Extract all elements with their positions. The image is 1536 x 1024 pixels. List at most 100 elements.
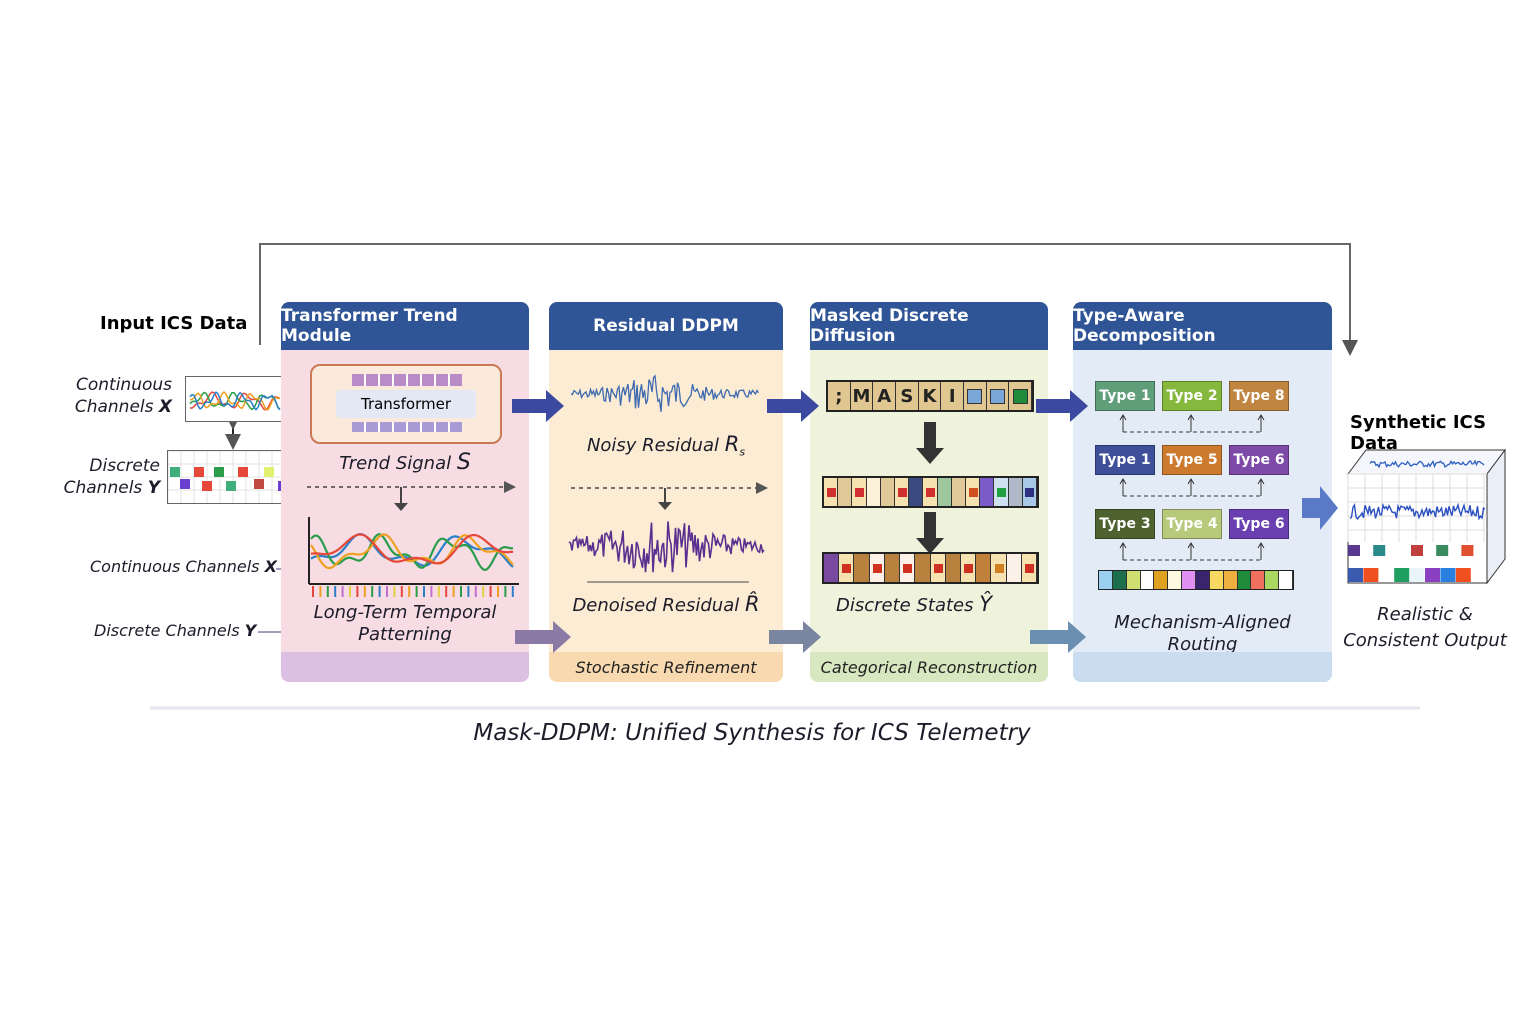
state-cell <box>1398 545 1411 556</box>
state-cell <box>923 478 938 506</box>
waveform <box>1349 502 1486 521</box>
state-cell <box>238 467 248 477</box>
state-cell <box>884 554 901 582</box>
up-arrow <box>1187 542 1195 560</box>
state-cell <box>1440 568 1456 582</box>
routing-caption: Mechanism-Aligned Routing <box>1114 612 1291 655</box>
series-line <box>189 391 281 411</box>
type-box: Type 6 <box>1229 445 1289 475</box>
state-cell <box>951 478 967 506</box>
state-cell <box>1279 571 1294 589</box>
state-cell <box>254 479 264 489</box>
panel-title: Transformer Trend Module <box>281 302 529 350</box>
panel-footer: Stochastic Refinement <box>549 652 783 682</box>
output-caption: Realistic & Consistent Output <box>1343 604 1507 651</box>
noisy-residual-label: Noisy Residual Rs <box>586 432 746 459</box>
state-cell <box>1099 571 1113 589</box>
cube-front <box>1347 473 1488 584</box>
type-box: Type 8 <box>1229 381 1289 411</box>
residual-waves <box>568 374 768 583</box>
state-cell <box>1363 568 1379 582</box>
flow-arrow <box>769 621 821 653</box>
up-arrow <box>1257 478 1265 496</box>
state-cell <box>226 481 236 491</box>
up-arrow <box>1119 542 1127 560</box>
state-cell <box>852 478 867 506</box>
state-cell <box>866 478 881 506</box>
panel-type-aware: Type-Aware Decomposition Type 1 Type 2 Typ… <box>1073 302 1332 682</box>
state-cell <box>1223 571 1238 589</box>
state-cell <box>1237 571 1252 589</box>
state-cell <box>1455 568 1471 582</box>
state-cell <box>1265 571 1280 589</box>
mask-token: A <box>873 382 897 410</box>
state-cell <box>1008 478 1023 506</box>
panel-masked-discrete: Masked Discrete Diffusion ; M A S K I Discret… <box>810 302 1048 682</box>
feedback-line <box>259 243 1358 356</box>
state-cell <box>824 554 840 582</box>
panel-footer <box>281 652 529 682</box>
discrete-states-label: Discrete States Ŷ <box>836 592 993 616</box>
up-arrow <box>1257 414 1265 432</box>
mask-token: I <box>941 382 965 410</box>
discrete-state-strip <box>822 552 1039 584</box>
state-cell <box>895 478 910 506</box>
state-cell <box>1436 545 1449 556</box>
output-title: Synthetic ICS Data <box>1350 412 1487 454</box>
state-cell <box>1394 568 1410 582</box>
type-connectors <box>1119 414 1265 561</box>
state-cell <box>1360 545 1373 556</box>
state-cell <box>824 478 839 506</box>
figure-caption: Mask-DDPM: Unified Synthesis for ICS Tel… <box>473 720 1031 746</box>
partial-state-strip <box>822 476 1039 508</box>
series-line <box>310 533 514 570</box>
state-cell <box>1140 571 1155 589</box>
flow-arrow <box>767 390 819 422</box>
state-cell <box>1411 545 1423 556</box>
state-cell <box>1423 545 1436 556</box>
series-line <box>189 391 281 411</box>
waveform <box>1369 459 1485 469</box>
state-cell <box>900 554 916 582</box>
panel-title: Residual DDPM <box>549 302 783 350</box>
state-cell <box>915 554 931 582</box>
up-arrow <box>1119 414 1127 432</box>
up-arrow <box>1119 478 1127 496</box>
series-line <box>310 533 514 565</box>
up-arrow <box>1187 478 1195 496</box>
mask-token: ; <box>828 382 851 410</box>
state-cell <box>854 554 870 582</box>
state-cell <box>980 478 995 506</box>
state-cell <box>930 554 946 582</box>
state-cell <box>839 554 855 582</box>
mask-token: K <box>918 382 942 410</box>
flow-arrow <box>1036 390 1088 422</box>
flow-arrow <box>512 390 564 422</box>
trend-chart <box>307 481 519 597</box>
panel-title: Type-Aware Decomposition <box>1073 302 1332 350</box>
state-cell <box>1471 568 1487 582</box>
state-cell <box>1021 554 1038 582</box>
state-cell <box>960 554 977 582</box>
waveform <box>568 521 765 573</box>
state-cell <box>1409 568 1425 582</box>
mask-token: S <box>896 382 919 410</box>
flow-arrow <box>1030 621 1086 653</box>
transformer-label: Transformer <box>336 390 476 418</box>
up-arrow <box>1187 414 1195 432</box>
state-cell <box>1373 545 1386 556</box>
type-box: Type 5 <box>1162 445 1222 475</box>
type-box: Type 4 <box>1162 509 1222 539</box>
continuous-arrow-label: Continuous Channels X <box>90 557 277 576</box>
state-cell <box>180 479 190 489</box>
trend-signal-label: Trend Signal S <box>339 450 471 475</box>
state-cell <box>1196 571 1210 589</box>
state-cell <box>937 478 952 506</box>
state-cell <box>880 478 896 506</box>
panel-residual-ddpm: Residual DDPM Noisy Residual Rs Denoised… <box>549 302 783 682</box>
token-cell <box>964 382 987 410</box>
state-cell <box>1425 568 1440 582</box>
